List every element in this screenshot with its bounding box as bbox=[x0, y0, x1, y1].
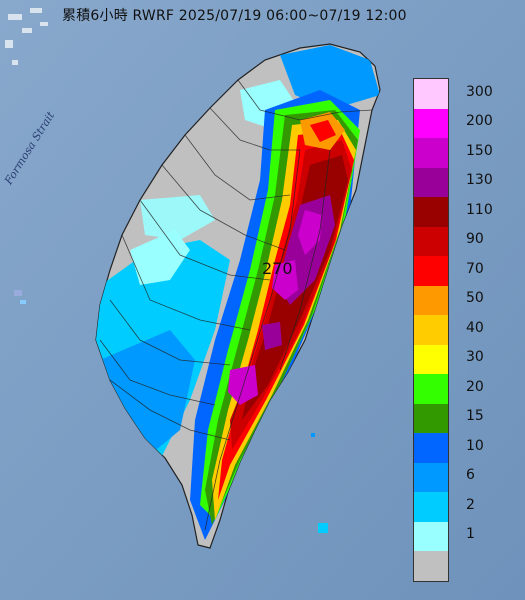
legend-swatch bbox=[414, 403, 448, 433]
legend-label: 200 bbox=[466, 113, 493, 130]
color-legend bbox=[413, 78, 449, 582]
legend-label: 110 bbox=[466, 201, 493, 218]
legend-swatch bbox=[414, 138, 448, 168]
legend-label: 40 bbox=[466, 319, 484, 336]
legend-label: 2 bbox=[466, 496, 475, 513]
legend-swatch bbox=[414, 374, 448, 404]
legend-label: 30 bbox=[466, 349, 484, 366]
cloud-speckles bbox=[5, 8, 48, 65]
legend-label: 1 bbox=[466, 526, 475, 543]
legend-swatch bbox=[414, 167, 448, 197]
county-borders bbox=[99, 79, 373, 531]
legend-label: 70 bbox=[466, 260, 484, 277]
legend-swatch bbox=[414, 344, 448, 374]
legend-swatch bbox=[414, 197, 448, 227]
legend-swatch bbox=[414, 462, 448, 492]
legend-label: 130 bbox=[466, 172, 493, 189]
legend-label: 90 bbox=[466, 231, 484, 248]
legend-swatch bbox=[414, 226, 448, 256]
legend-label: 20 bbox=[466, 378, 484, 395]
legend-swatch bbox=[414, 256, 448, 286]
sea-rain-speckles bbox=[14, 290, 328, 533]
legend-label: 150 bbox=[466, 142, 493, 159]
legend-swatch bbox=[414, 521, 448, 551]
legend-swatch bbox=[414, 315, 448, 345]
legend-label: 6 bbox=[466, 467, 475, 484]
map-title: 累積6小時 RWRF 2025/07/19 06:00~07/19 12:00 bbox=[62, 8, 407, 24]
peak-value-label: 270 bbox=[262, 259, 293, 278]
legend-swatch bbox=[414, 79, 448, 109]
legend-swatch bbox=[414, 492, 448, 522]
legend-swatch bbox=[414, 433, 448, 463]
legend-label: 50 bbox=[466, 290, 484, 307]
legend-label: 10 bbox=[466, 437, 484, 454]
legend-swatch bbox=[414, 285, 448, 315]
legend-label: 15 bbox=[466, 408, 484, 425]
legend-label: 300 bbox=[466, 83, 493, 100]
legend-swatch bbox=[414, 108, 448, 138]
legend-swatch bbox=[414, 551, 448, 581]
